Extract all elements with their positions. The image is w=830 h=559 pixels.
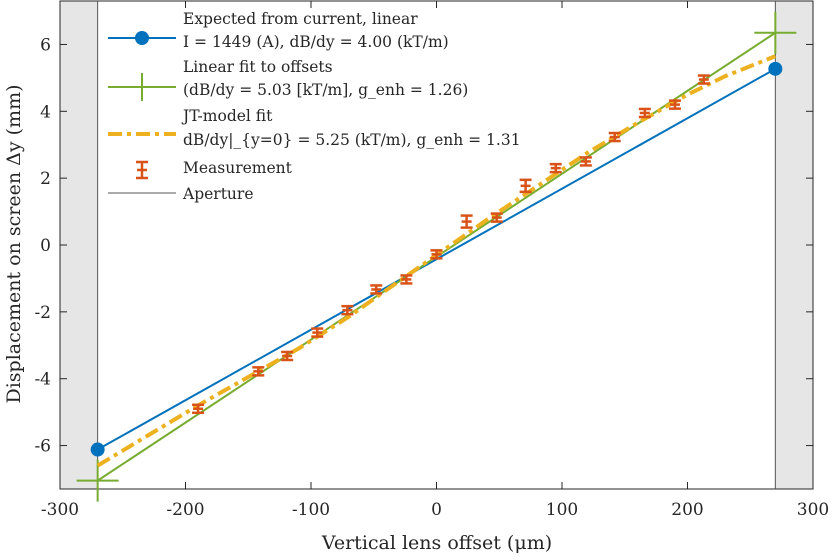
x-axis-label: Vertical lens offset (μm)	[321, 532, 552, 554]
measurement-point	[430, 249, 443, 260]
measurement-point	[311, 327, 324, 338]
measurement-point	[549, 162, 562, 174]
measurement-point	[668, 99, 681, 110]
measurement-point	[460, 214, 473, 229]
legend-measurement-label: Measurement	[183, 159, 293, 177]
legend-keys	[108, 31, 176, 194]
legend-expected-line1: Expected from current, linear	[183, 10, 418, 28]
measurement-point	[370, 284, 383, 295]
y-tick-label: 6	[40, 35, 51, 55]
legend-jtfit-line1: JT-model fit	[181, 107, 273, 125]
measurement-point	[608, 131, 621, 143]
series-layer	[76, 11, 797, 502]
x-tick-label: 200	[671, 500, 703, 520]
measurement-point	[519, 178, 532, 194]
expected-end-marker	[90, 442, 105, 457]
measurement-point	[252, 366, 265, 377]
x-tick-label: -300	[41, 500, 79, 520]
measurement-point	[192, 403, 205, 415]
plot-frame	[59, 0, 814, 490]
measurement-point	[400, 274, 413, 285]
legend-aperture-label: Aperture	[182, 185, 254, 203]
legend-expected-line2: I = 1449 (A), dB/dy = 4.00 (kT/m)	[183, 33, 449, 51]
y-tick-label: -6	[34, 437, 51, 457]
y-tick-label: -4	[34, 370, 51, 390]
measurement-point	[490, 212, 503, 223]
x-tick-label: 300	[797, 500, 829, 520]
legend-jtfit-line2: dB/dy|_{y=0} = 5.25 (kT/m), g_enh = 1.31	[183, 131, 521, 149]
aperture-lines	[97, 1, 776, 489]
legend-linearfit-line1: Linear fit to offsets	[183, 58, 333, 76]
legend-linearfit-line2: (dB/dy = 5.03 [kT/m], g_enh = 1.26)	[183, 81, 468, 99]
y-tick-label: -2	[34, 303, 51, 323]
measurement-point	[697, 74, 710, 85]
y-tick-label: 4	[40, 102, 51, 122]
axis-ticks: -300 -200 -100 0 100 200 300 -6 -4 -2 0 2 4 6	[34, 1, 829, 520]
measurement-point	[579, 156, 592, 167]
x-tick-label: 0	[431, 500, 442, 520]
measurement-point	[281, 350, 294, 362]
x-tick-label: 100	[546, 500, 578, 520]
y-tick-label: 0	[40, 236, 51, 256]
y-tick-label: 2	[40, 169, 51, 189]
legend-key-expected-marker	[135, 31, 149, 45]
measurement-point	[341, 304, 354, 316]
y-axis-label: Displacement on screen Δy (mm)	[3, 85, 25, 404]
x-tick-label: -100	[292, 500, 330, 520]
expected-end-marker	[768, 61, 783, 76]
legend: Expected from current, linear I = 1449 (…	[108, 10, 521, 203]
measurement-point	[638, 107, 651, 119]
x-tick-label: -200	[166, 500, 204, 520]
